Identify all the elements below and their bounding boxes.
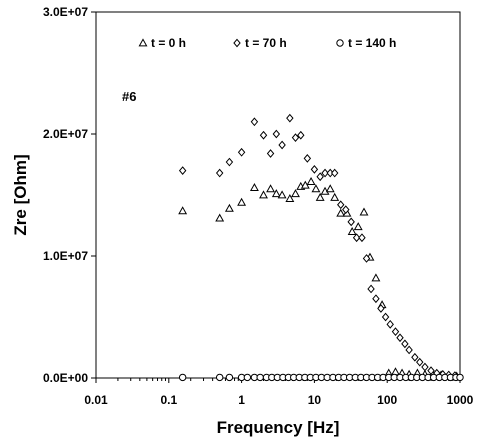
data-point — [237, 147, 246, 157]
data-point — [178, 206, 188, 215]
data-point — [336, 208, 346, 217]
data-point — [259, 130, 268, 140]
data-point — [367, 284, 375, 294]
y-tick-label: 2.0E+07 — [43, 127, 88, 141]
data-point — [215, 373, 224, 382]
data-point — [411, 352, 419, 362]
data-point — [362, 254, 371, 263]
sample-annotation: #6 — [122, 89, 136, 104]
series-diamond — [178, 113, 459, 380]
data-point — [291, 133, 300, 143]
series-circle — [178, 373, 464, 382]
data-point — [278, 140, 286, 150]
data-point — [456, 373, 464, 382]
y-tick-label: 1.0E+07 — [43, 249, 88, 263]
data-point — [316, 172, 324, 182]
legend-label: t = 0 h — [151, 36, 186, 50]
x-tick-label: 1 — [238, 393, 245, 407]
data-point — [377, 304, 385, 313]
data-point — [237, 197, 247, 206]
data-point — [310, 165, 319, 174]
x-axis: 0.01 0.1 1 10 100 1000 — [84, 378, 474, 407]
data-point — [256, 373, 264, 382]
data-point — [225, 157, 234, 167]
data-point — [291, 189, 300, 198]
data-point — [352, 233, 361, 243]
data-point — [325, 184, 335, 193]
data-point — [243, 373, 252, 382]
data-point — [266, 184, 276, 193]
data-point — [347, 226, 357, 235]
data-markers — [178, 113, 464, 382]
legend: t = 0 h t = 70 h t = 140 h — [138, 36, 396, 50]
data-point — [249, 183, 259, 192]
data-point — [225, 373, 234, 382]
x-tick-label: 0.01 — [84, 393, 108, 407]
legend-marker-triangle — [138, 38, 148, 47]
data-point — [396, 333, 404, 343]
y-tick-label: 0.0E+00 — [43, 371, 88, 385]
y-axis-title: Zre [Ohm] — [11, 154, 30, 235]
data-point — [405, 345, 413, 355]
data-point — [358, 233, 366, 243]
data-point — [347, 217, 355, 227]
data-point — [178, 166, 187, 175]
data-point — [271, 189, 281, 198]
data-point — [303, 154, 312, 163]
data-point — [224, 203, 234, 212]
legend-label: t = 140 h — [348, 36, 396, 50]
x-tick-label: 100 — [377, 393, 397, 407]
data-point — [315, 192, 325, 201]
legend-marker-circle — [336, 39, 344, 47]
x-axis-title: Frequency [Hz] — [217, 418, 340, 437]
x-tick-label: 0.1 — [160, 393, 177, 407]
data-point — [330, 192, 340, 201]
data-point — [259, 190, 268, 199]
data-point — [215, 213, 225, 222]
data-point — [297, 130, 305, 140]
data-point — [427, 366, 435, 376]
data-point — [178, 373, 187, 382]
data-point — [359, 207, 369, 216]
data-point — [286, 113, 294, 123]
data-point — [337, 200, 345, 210]
legend-marker-diamond — [233, 38, 241, 48]
data-point — [321, 168, 329, 178]
data-point — [391, 367, 400, 376]
data-point — [306, 176, 316, 185]
data-point — [311, 184, 321, 193]
legend-label: t = 70 h — [245, 36, 287, 50]
y-tick-label: 3.0E+07 — [43, 5, 88, 19]
data-point — [401, 339, 409, 349]
data-point — [381, 312, 390, 322]
data-point — [330, 168, 339, 178]
data-point — [285, 194, 295, 203]
data-point — [353, 222, 363, 231]
data-point — [421, 362, 429, 372]
series-triangle — [178, 176, 462, 380]
data-point — [371, 273, 381, 282]
x-tick-label: 10 — [308, 393, 322, 407]
data-point — [272, 129, 281, 139]
y-axis: 0.0E+00 1.0E+07 2.0E+07 3.0E+07 — [43, 5, 96, 385]
data-point — [215, 168, 224, 178]
x-tick-label: 1000 — [447, 393, 474, 407]
data-point — [266, 149, 275, 158]
data-point — [342, 205, 350, 215]
data-point — [372, 294, 380, 304]
data-point — [391, 327, 400, 337]
data-point — [277, 190, 287, 199]
data-point — [416, 357, 424, 367]
data-point — [386, 319, 394, 329]
data-point — [250, 117, 259, 127]
